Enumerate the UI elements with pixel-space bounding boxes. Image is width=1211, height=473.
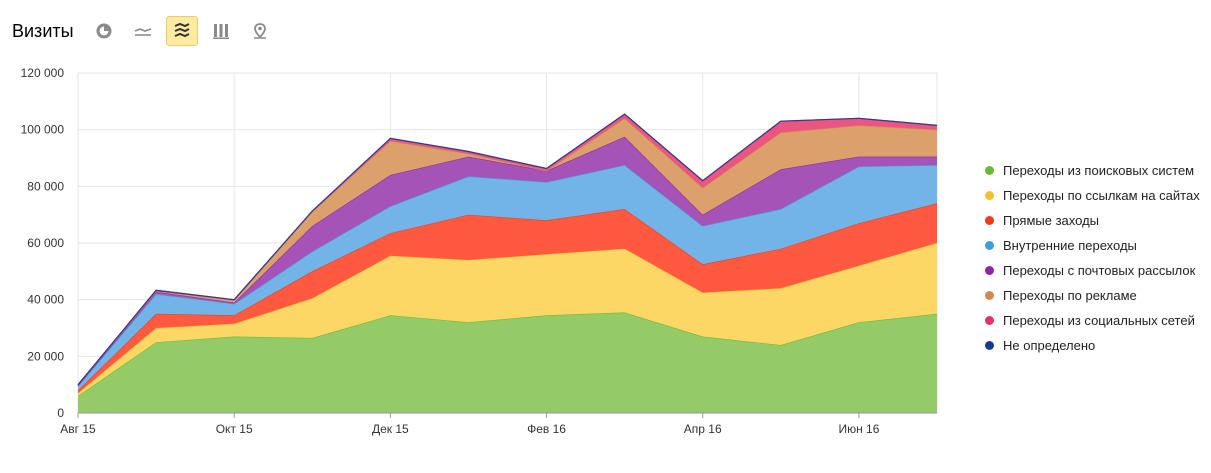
area-series[interactable] [78, 118, 937, 386]
area-series[interactable] [78, 136, 937, 387]
map-icon [253, 23, 266, 39]
legend-marker [985, 241, 994, 250]
pie-chart-view-button[interactable] [88, 16, 120, 46]
legend-item[interactable]: Переходы по рекламе [985, 283, 1200, 308]
stacked-area-chart: 0 20 000 40 000 60 000 80 000 100 000 120 000 А… [21, 66, 938, 436]
legend-item[interactable]: Переходы с почтовых рассылок [985, 258, 1200, 283]
map-view-button[interactable] [244, 16, 276, 46]
y-tick-label: 80 000 [27, 179, 64, 193]
area-series[interactable] [78, 243, 937, 396]
legend-marker [985, 266, 994, 275]
legend-marker [985, 316, 994, 325]
legend-marker [985, 291, 994, 300]
stacked-area-view-button[interactable] [165, 16, 198, 46]
chart-header: Визиты [12, 14, 283, 48]
legend-item[interactable]: Переходы из поисковых систем [985, 158, 1200, 183]
legend-label: Не определено [1003, 338, 1096, 353]
legend-label: Переходы из социальных сетей [1003, 313, 1195, 328]
legend-label: Прямые заходы [1003, 213, 1100, 228]
y-tick-label: 0 [57, 406, 64, 420]
bar-chart-icon [212, 24, 229, 39]
legend-label: Переходы из поисковых систем [1003, 163, 1195, 178]
legend-marker [985, 341, 994, 350]
legend-item[interactable]: Переходы из социальных сетей [985, 308, 1200, 333]
line-chart-icon [134, 28, 151, 36]
legend-label: Внутренние переходы [1003, 238, 1137, 253]
legend-item[interactable]: Переходы по ссылкам на сайтах [985, 183, 1200, 208]
legend-marker [985, 166, 994, 175]
x-tick-label: Апр 16 [684, 422, 722, 436]
x-tick-label: Авг 15 [60, 422, 96, 436]
x-tick-label: Июн 16 [838, 422, 879, 436]
x-tick-label: Окт 15 [216, 422, 253, 436]
legend-label: Переходы с почтовых рассылок [1003, 263, 1196, 278]
bar-chart-view-button[interactable] [205, 16, 237, 46]
y-tick-label: 40 000 [27, 293, 64, 307]
legend-marker [985, 191, 994, 200]
area-series[interactable] [78, 203, 937, 394]
area-series[interactable] [78, 165, 937, 391]
legend-item[interactable]: Внутренние переходы [985, 233, 1200, 258]
chart-legend: Переходы из поисковых систем Переходы по … [985, 158, 1200, 358]
chart-title: Визиты [12, 20, 74, 41]
pie-chart-icon [96, 23, 112, 39]
legend-label: Переходы по ссылкам на сайтах [1003, 188, 1200, 203]
y-tick-label: 100 000 [21, 123, 65, 137]
legend-label: Переходы по рекламе [1003, 288, 1137, 303]
legend-marker [985, 216, 994, 225]
line-chart-view-button[interactable] [127, 16, 159, 46]
y-tick-label: 120 000 [21, 66, 65, 80]
legend-item[interactable]: Прямые заходы [985, 208, 1200, 233]
y-tick-label: 60 000 [27, 236, 64, 250]
stacked-area-icon [174, 22, 190, 38]
x-tick-label: Фев 16 [527, 422, 566, 436]
area-series-edge [77, 113, 938, 386]
y-tick-label: 20 000 [27, 349, 64, 363]
x-tick-label: Дек 15 [372, 422, 409, 436]
legend-item[interactable]: Не определено [985, 333, 1200, 358]
